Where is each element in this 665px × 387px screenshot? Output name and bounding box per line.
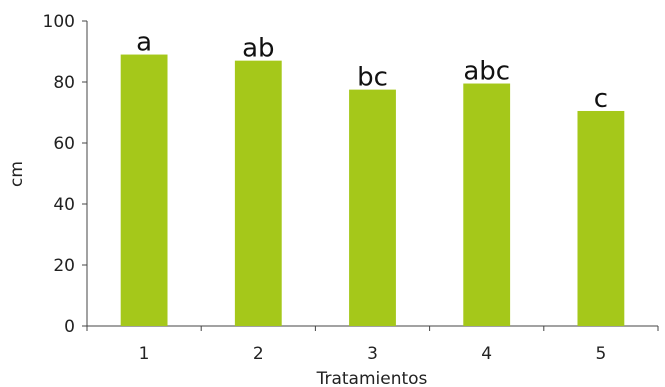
significance-label-2: ab <box>242 34 274 64</box>
significance-labels-group: a ab bc abc c <box>136 28 608 114</box>
x-axis <box>86 325 659 331</box>
bars-group <box>120 54 625 327</box>
y-tick-label: 100 <box>43 12 75 32</box>
x-tick-labels-group: 1 2 3 4 5 <box>139 344 607 364</box>
x-tick-label-3: 3 <box>367 344 378 364</box>
y-tick-labels-group: 0 20 40 60 80 100 <box>43 12 75 337</box>
bar-2 <box>234 60 282 327</box>
y-tick-label: 20 <box>53 256 75 276</box>
y-tick-label: 0 <box>64 317 75 337</box>
x-tick-label-4: 4 <box>481 344 492 364</box>
bar-4 <box>463 83 511 327</box>
y-tick-label: 80 <box>53 73 75 93</box>
x-tick-label-1: 1 <box>139 344 150 364</box>
x-axis-title: Tratamientos <box>316 369 428 387</box>
x-tick-label-2: 2 <box>253 344 264 364</box>
significance-label-1: a <box>136 28 152 58</box>
y-tick-label: 60 <box>53 134 75 154</box>
significance-label-5: c <box>594 84 608 114</box>
y-axis <box>82 20 88 327</box>
x-tick-label-5: 5 <box>595 344 606 364</box>
y-tick-label: 40 <box>53 195 75 215</box>
y-axis-title: cm <box>7 161 27 187</box>
significance-label-4: abc <box>463 57 510 87</box>
bar-5 <box>577 110 625 326</box>
significance-label-3: bc <box>357 63 388 93</box>
bar-1 <box>120 54 168 327</box>
bar-3 <box>349 89 396 326</box>
